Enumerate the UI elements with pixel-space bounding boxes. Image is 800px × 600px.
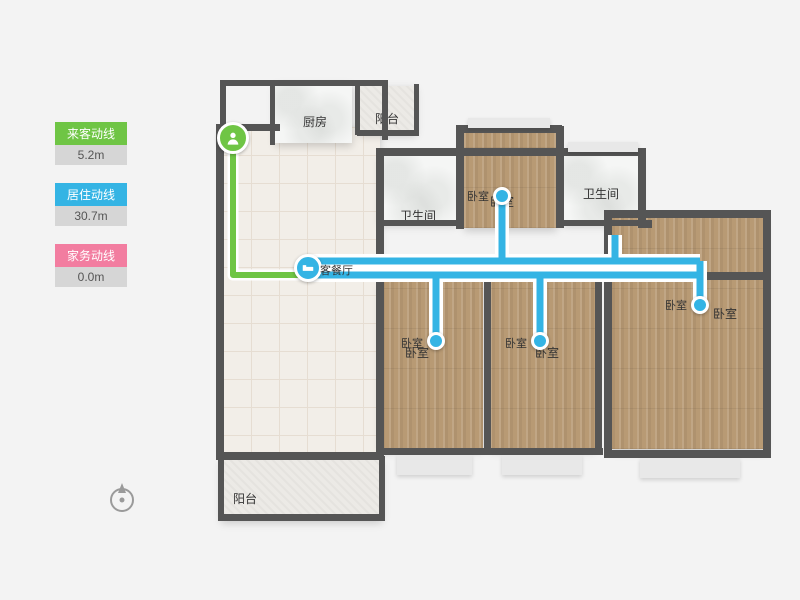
wall-segment <box>556 126 564 228</box>
wall-segment <box>376 272 771 280</box>
window-sill <box>640 458 740 478</box>
wall-segment <box>355 83 360 135</box>
wall-segment <box>218 514 385 521</box>
legend-value: 0.0m <box>55 267 127 287</box>
wall-segment <box>456 125 464 229</box>
window-sill <box>568 142 638 152</box>
flow-node-bedBM <box>531 332 549 350</box>
legend-item-chore: 家务动线 0.0m <box>55 244 127 287</box>
wall-segment <box>560 220 642 226</box>
wall-segment <box>380 220 460 226</box>
legend-item-guest: 来客动线 5.2m <box>55 122 127 165</box>
wall-segment <box>379 456 385 518</box>
legend-title: 来客动线 <box>55 122 127 145</box>
room-label: 卧室 <box>713 305 737 322</box>
window-sill <box>502 455 582 475</box>
legend-value: 30.7m <box>55 206 127 226</box>
wall-segment <box>218 456 224 518</box>
wall-segment <box>604 210 612 458</box>
room-bed-botL <box>380 282 483 449</box>
wall-segment <box>484 278 491 454</box>
wall-segment <box>216 124 224 458</box>
wall-segment <box>604 210 771 218</box>
room-label: 厨房 <box>303 113 327 130</box>
wall-segment <box>357 130 419 136</box>
flow-node-bedTL <box>493 187 511 205</box>
room-label: 卫生间 <box>583 185 619 202</box>
wall-segment <box>270 83 275 145</box>
canvas: { "background_color": "#f3f3f3", "legend… <box>0 0 800 600</box>
wall-segment <box>763 210 771 458</box>
flow-node-bedBL <box>427 332 445 350</box>
flow-node-label: 卧室 <box>665 297 687 313</box>
flow-node-label: 卧室 <box>401 335 423 351</box>
legend-title: 居住动线 <box>55 183 127 206</box>
wall-segment <box>376 448 603 455</box>
legend-value: 5.2m <box>55 145 127 165</box>
flow-node-entry <box>217 122 249 154</box>
flow-node-label: 卧室 <box>505 335 527 351</box>
wall-segment <box>216 452 384 460</box>
room-bed-botR <box>610 218 765 449</box>
window-sill <box>397 455 472 475</box>
compass-icon <box>105 480 139 519</box>
wall-segment <box>414 84 419 134</box>
legend-item-live: 居住动线 30.7m <box>55 183 127 226</box>
wall-segment <box>595 278 602 454</box>
flow-node-living <box>294 254 322 282</box>
legend-title: 家务动线 <box>55 244 127 267</box>
flow-node-label: 卧室 <box>467 188 489 204</box>
wall-segment <box>376 222 384 460</box>
flow-node-bedBR <box>691 296 709 314</box>
room-bed-botM <box>490 282 595 449</box>
legend: 来客动线 5.2m 居住动线 30.7m 家务动线 0.0m <box>55 122 127 305</box>
window-sill <box>468 118 550 128</box>
flow-node-label: 客餐厅 <box>320 262 353 278</box>
room-living <box>223 127 380 454</box>
room-label: 阳台 <box>233 490 257 507</box>
wall-segment <box>376 148 384 228</box>
wall-segment <box>604 450 771 458</box>
